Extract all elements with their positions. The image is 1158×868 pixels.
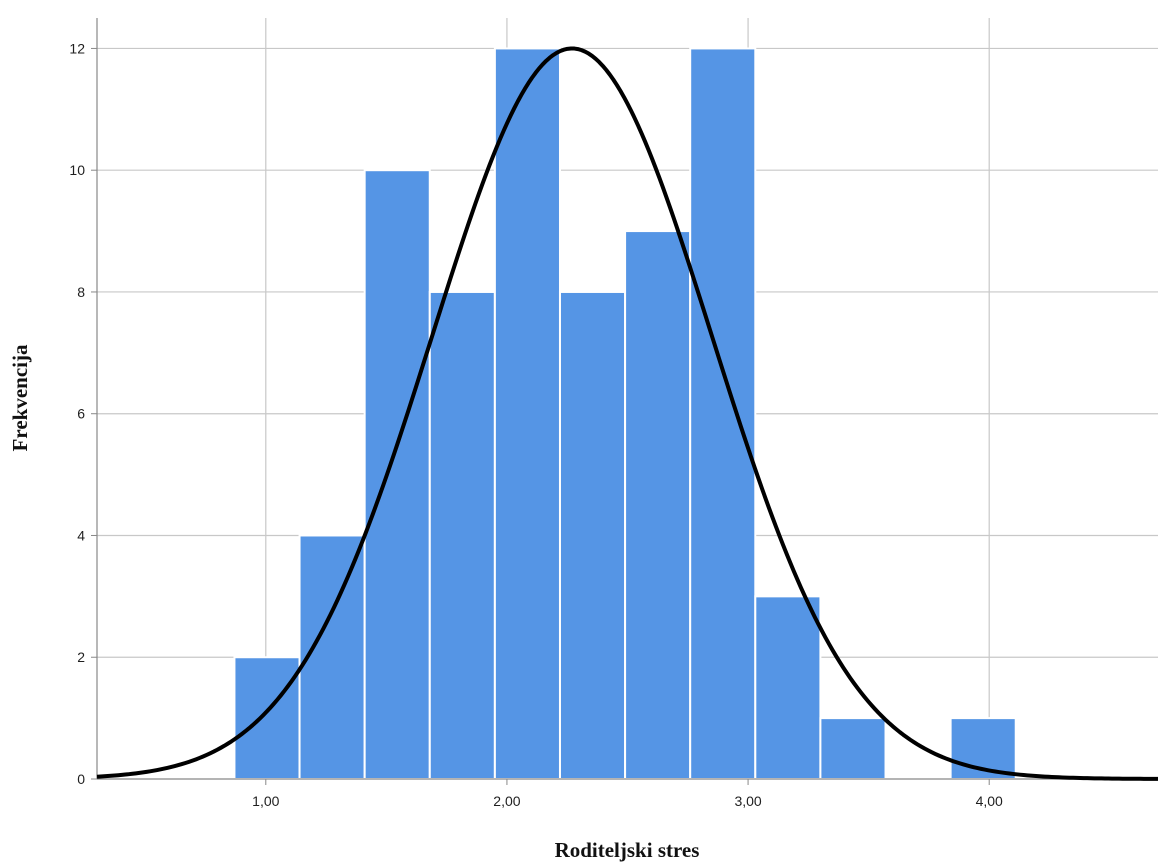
histogram-bar bbox=[233, 656, 301, 780]
y-tick-label: 6 bbox=[77, 406, 85, 422]
x-axis-title: Roditeljski stres bbox=[555, 838, 700, 862]
histogram-bar bbox=[689, 47, 757, 780]
histogram-bar bbox=[493, 47, 561, 780]
y-tick-label: 10 bbox=[69, 162, 85, 178]
y-axis-title: Frekvencija bbox=[8, 344, 32, 451]
x-tick-labels: 1,00 2,00 3,00 4,00 bbox=[252, 793, 1003, 809]
histogram-bar bbox=[298, 534, 366, 780]
axes bbox=[91, 18, 1158, 785]
normal-curve bbox=[96, 46, 1158, 781]
normal-curve-layer bbox=[96, 46, 1158, 781]
histogram-bar bbox=[428, 290, 496, 780]
y-tick-label: 4 bbox=[77, 527, 85, 543]
histogram-bar bbox=[558, 290, 627, 780]
x-tick-label: 2,00 bbox=[493, 793, 520, 809]
y-tick-label: 12 bbox=[69, 40, 85, 56]
y-tick-label: 0 bbox=[77, 771, 85, 787]
histogram-bar bbox=[819, 717, 887, 780]
x-tick-label: 4,00 bbox=[976, 793, 1003, 809]
y-tick-label: 8 bbox=[77, 284, 85, 300]
x-tick-label: 3,00 bbox=[734, 793, 761, 809]
histogram-bar bbox=[624, 230, 692, 780]
histogram-bar bbox=[754, 595, 822, 780]
y-tick-label: 2 bbox=[77, 649, 85, 665]
y-tick-labels: 0 2 4 6 8 10 12 bbox=[69, 40, 85, 787]
x-tick-label: 1,00 bbox=[252, 793, 279, 809]
histogram-bar bbox=[363, 169, 431, 780]
